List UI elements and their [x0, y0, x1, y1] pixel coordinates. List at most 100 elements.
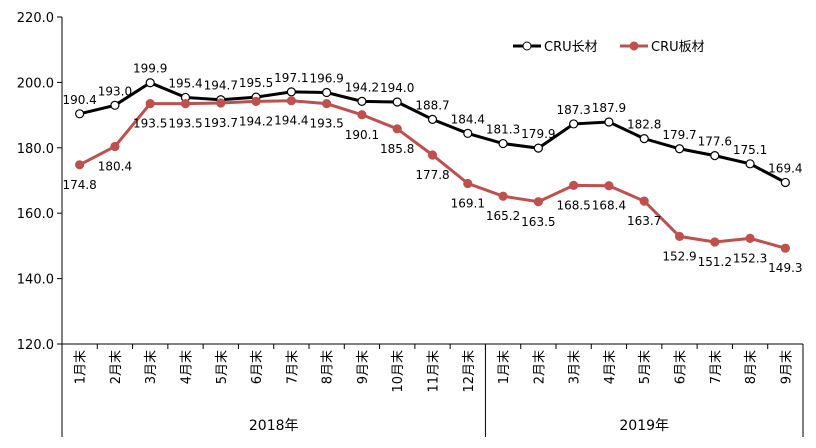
data-label: 194.7	[204, 79, 238, 93]
data-label: 184.4	[451, 112, 485, 126]
x-tick-label: 7月末	[709, 350, 724, 384]
data-point	[674, 144, 685, 154]
y-tick-label: 200.0	[17, 76, 54, 91]
data-point	[604, 181, 614, 191]
data-point	[569, 119, 579, 129]
data-label: 194.0	[380, 81, 414, 95]
x-tick-label: 4月末	[180, 350, 195, 384]
group-label: 2018年	[249, 418, 299, 434]
y-tick-label: 220.0	[17, 11, 54, 26]
legend-marker-0	[522, 41, 532, 51]
data-point	[251, 96, 261, 106]
data-point	[745, 159, 755, 169]
data-label: 181.3	[486, 123, 520, 137]
data-point	[427, 150, 438, 160]
data-label: 179.7	[662, 128, 696, 142]
data-label: 196.9	[309, 72, 343, 86]
x-tick-label: 5月末	[215, 350, 230, 384]
data-point	[780, 243, 790, 253]
data-point	[533, 197, 543, 207]
data-label: 190.4	[62, 93, 96, 107]
data-label: 193.0	[98, 84, 132, 98]
y-tick-label: 180.0	[17, 142, 54, 157]
data-label: 169.4	[768, 161, 802, 175]
data-label: 197.1	[274, 71, 308, 85]
x-tick-label: 2月末	[532, 350, 547, 384]
data-label: 163.5	[521, 215, 555, 229]
x-tick-label: 8月末	[321, 350, 336, 384]
data-label: 193.5	[133, 117, 167, 131]
data-label: 199.9	[133, 62, 167, 76]
data-point	[463, 128, 473, 139]
data-label: 152.3	[733, 251, 767, 265]
data-label: 185.8	[380, 142, 414, 156]
legend-label: CRU板材	[651, 40, 705, 55]
data-label: 188.7	[415, 98, 449, 112]
data-point	[286, 96, 296, 106]
data-point	[780, 177, 790, 188]
data-point	[322, 99, 332, 109]
data-point	[286, 87, 296, 97]
data-point	[145, 99, 155, 109]
data-label: 179.9	[521, 127, 555, 141]
data-point	[357, 110, 367, 120]
data-label: 187.9	[592, 101, 626, 115]
data-point	[674, 231, 685, 242]
data-point	[533, 143, 543, 153]
x-tick-label: 3月末	[144, 350, 159, 384]
data-point	[710, 151, 720, 161]
data-point	[392, 97, 402, 107]
data-point	[216, 98, 226, 108]
legend-label: CRU长材	[544, 40, 598, 55]
x-tick-label: 4月末	[603, 350, 618, 384]
data-point	[639, 134, 649, 144]
data-point	[498, 138, 508, 149]
data-label: 195.4	[168, 76, 202, 90]
data-label: 149.3	[768, 261, 802, 275]
data-label: 193.7	[204, 116, 238, 130]
x-tick-label: 6月末	[674, 350, 689, 384]
x-tick-label: 5月末	[638, 350, 653, 384]
group-label: 2019年	[619, 418, 669, 434]
data-label: 177.6	[698, 135, 732, 149]
data-point	[110, 141, 120, 152]
data-label: 169.1	[451, 196, 485, 210]
x-tick-label: 9月末	[779, 350, 794, 384]
data-label: 177.8	[415, 168, 449, 182]
data-point	[75, 160, 85, 170]
x-tick-label: 9月末	[356, 350, 371, 384]
x-tick-label: 7月末	[285, 350, 300, 384]
data-point	[180, 99, 191, 109]
data-point	[639, 196, 649, 206]
y-tick-label: 140.0	[17, 273, 54, 288]
legend-marker-1	[629, 41, 639, 51]
data-point	[75, 109, 85, 119]
x-tick-label: 1月末	[74, 350, 89, 384]
data-point	[498, 191, 508, 201]
x-tick-label: 8月末	[744, 350, 759, 384]
data-label: 195.5	[239, 76, 273, 90]
x-tick-label: 1月末	[497, 350, 512, 384]
x-tick-label: 2月末	[109, 350, 124, 384]
x-tick-label: 3月末	[568, 350, 583, 384]
data-label: 182.8	[627, 118, 661, 132]
y-tick-label: 120.0	[17, 338, 54, 353]
data-label: 193.5	[309, 117, 343, 131]
data-point	[110, 100, 120, 110]
data-point	[145, 78, 155, 88]
x-tick-label: 10月末	[391, 350, 406, 393]
data-label: 187.3	[556, 103, 590, 117]
data-label: 163.7	[627, 214, 661, 228]
x-tick-label: 12月末	[462, 350, 477, 393]
data-label: 165.2	[486, 209, 520, 223]
data-label: 168.4	[592, 199, 626, 213]
x-tick-label: 11月末	[427, 350, 442, 393]
data-label: 175.1	[733, 143, 767, 157]
data-label: 190.1	[345, 128, 379, 142]
data-point	[357, 96, 367, 106]
data-label: 194.4	[274, 114, 308, 128]
data-label: 180.4	[98, 159, 132, 173]
data-label: 193.5	[168, 117, 202, 131]
data-label: 168.5	[556, 198, 590, 212]
